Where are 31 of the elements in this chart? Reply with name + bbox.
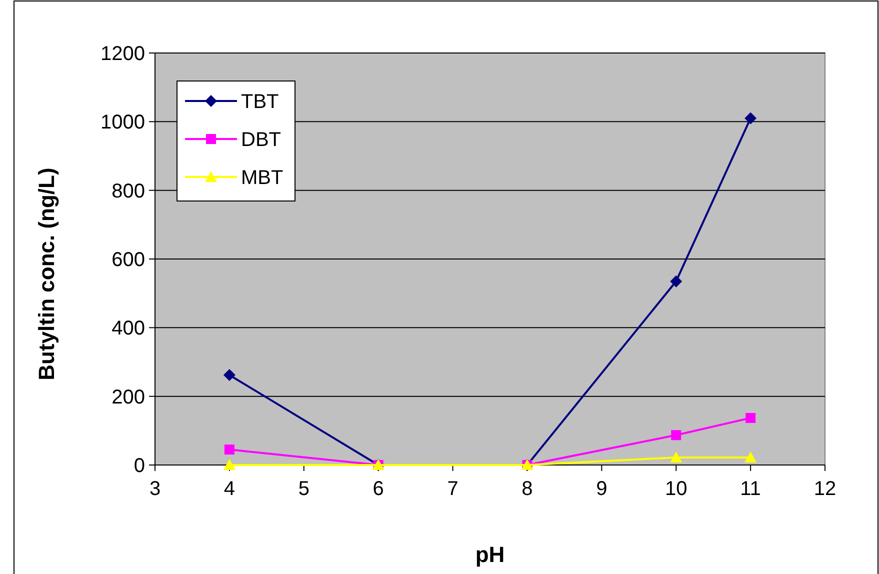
y-tick-label: 400 — [112, 318, 145, 340]
point — [670, 451, 682, 462]
x-axis-title: pH — [475, 542, 505, 567]
point — [223, 459, 236, 470]
y-tick-label: 200 — [112, 386, 145, 408]
y-tick-label: 1200 — [100, 43, 145, 65]
y-axis-title: Butyltin conc. (ng/L) — [34, 168, 59, 380]
y-tick-label: 0 — [134, 455, 145, 477]
x-tick-label: 4 — [224, 478, 236, 500]
point — [744, 112, 757, 124]
legend-label: TBT — [241, 91, 279, 113]
x-tick-label: 7 — [447, 478, 458, 500]
x-tick-label: 11 — [740, 478, 761, 500]
x-tick-label: 10 — [664, 478, 688, 500]
point — [671, 430, 682, 440]
point — [670, 275, 682, 288]
x-tick-label: 12 — [814, 478, 836, 500]
point — [223, 369, 236, 382]
y-tick-label: 800 — [112, 180, 145, 202]
x-tick-label: 9 — [596, 478, 608, 500]
x-tick-label: 8 — [522, 478, 533, 500]
legend-label: DBT — [241, 129, 281, 151]
point — [224, 444, 234, 455]
x-tick-label: 5 — [298, 478, 310, 500]
legend-label: MBT — [241, 167, 284, 189]
point — [746, 412, 756, 423]
y-tick-label: 1000 — [100, 112, 145, 134]
y-tick-label: 600 — [112, 249, 145, 271]
point — [744, 451, 757, 462]
x-tick-label: 3 — [149, 478, 161, 500]
x-tick-label: 6 — [372, 478, 384, 500]
